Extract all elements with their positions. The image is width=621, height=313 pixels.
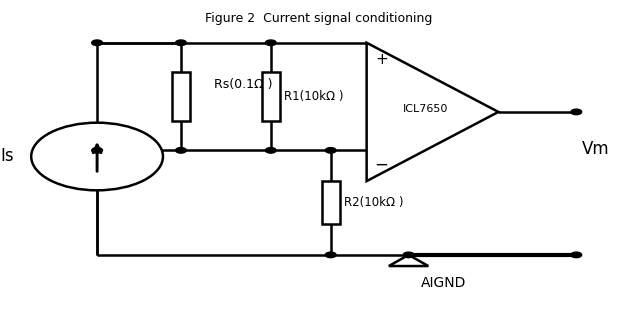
Text: −: − xyxy=(374,155,389,173)
Circle shape xyxy=(176,40,186,45)
Polygon shape xyxy=(366,43,499,181)
Circle shape xyxy=(31,123,163,190)
Text: AIGND: AIGND xyxy=(420,275,466,290)
Text: R1(10kΩ ): R1(10kΩ ) xyxy=(284,90,343,103)
Text: Figure 2  Current signal conditioning: Figure 2 Current signal conditioning xyxy=(205,12,432,25)
Text: R2(10kΩ ): R2(10kΩ ) xyxy=(344,196,404,209)
Circle shape xyxy=(403,252,414,258)
Text: Rs(0.1Ω ): Rs(0.1Ω ) xyxy=(214,78,273,91)
Circle shape xyxy=(176,148,186,153)
Circle shape xyxy=(265,40,276,45)
Circle shape xyxy=(571,109,582,115)
Text: +: + xyxy=(375,52,388,67)
Bar xyxy=(172,72,190,121)
Text: ICL7650: ICL7650 xyxy=(403,104,448,114)
Bar xyxy=(322,181,340,224)
Circle shape xyxy=(265,148,276,153)
Text: Vm: Vm xyxy=(582,140,610,158)
Bar xyxy=(262,72,280,121)
Text: Is: Is xyxy=(1,147,14,166)
Circle shape xyxy=(92,40,102,45)
Circle shape xyxy=(325,148,336,153)
Circle shape xyxy=(325,252,336,258)
Circle shape xyxy=(92,148,102,153)
Circle shape xyxy=(571,252,582,258)
